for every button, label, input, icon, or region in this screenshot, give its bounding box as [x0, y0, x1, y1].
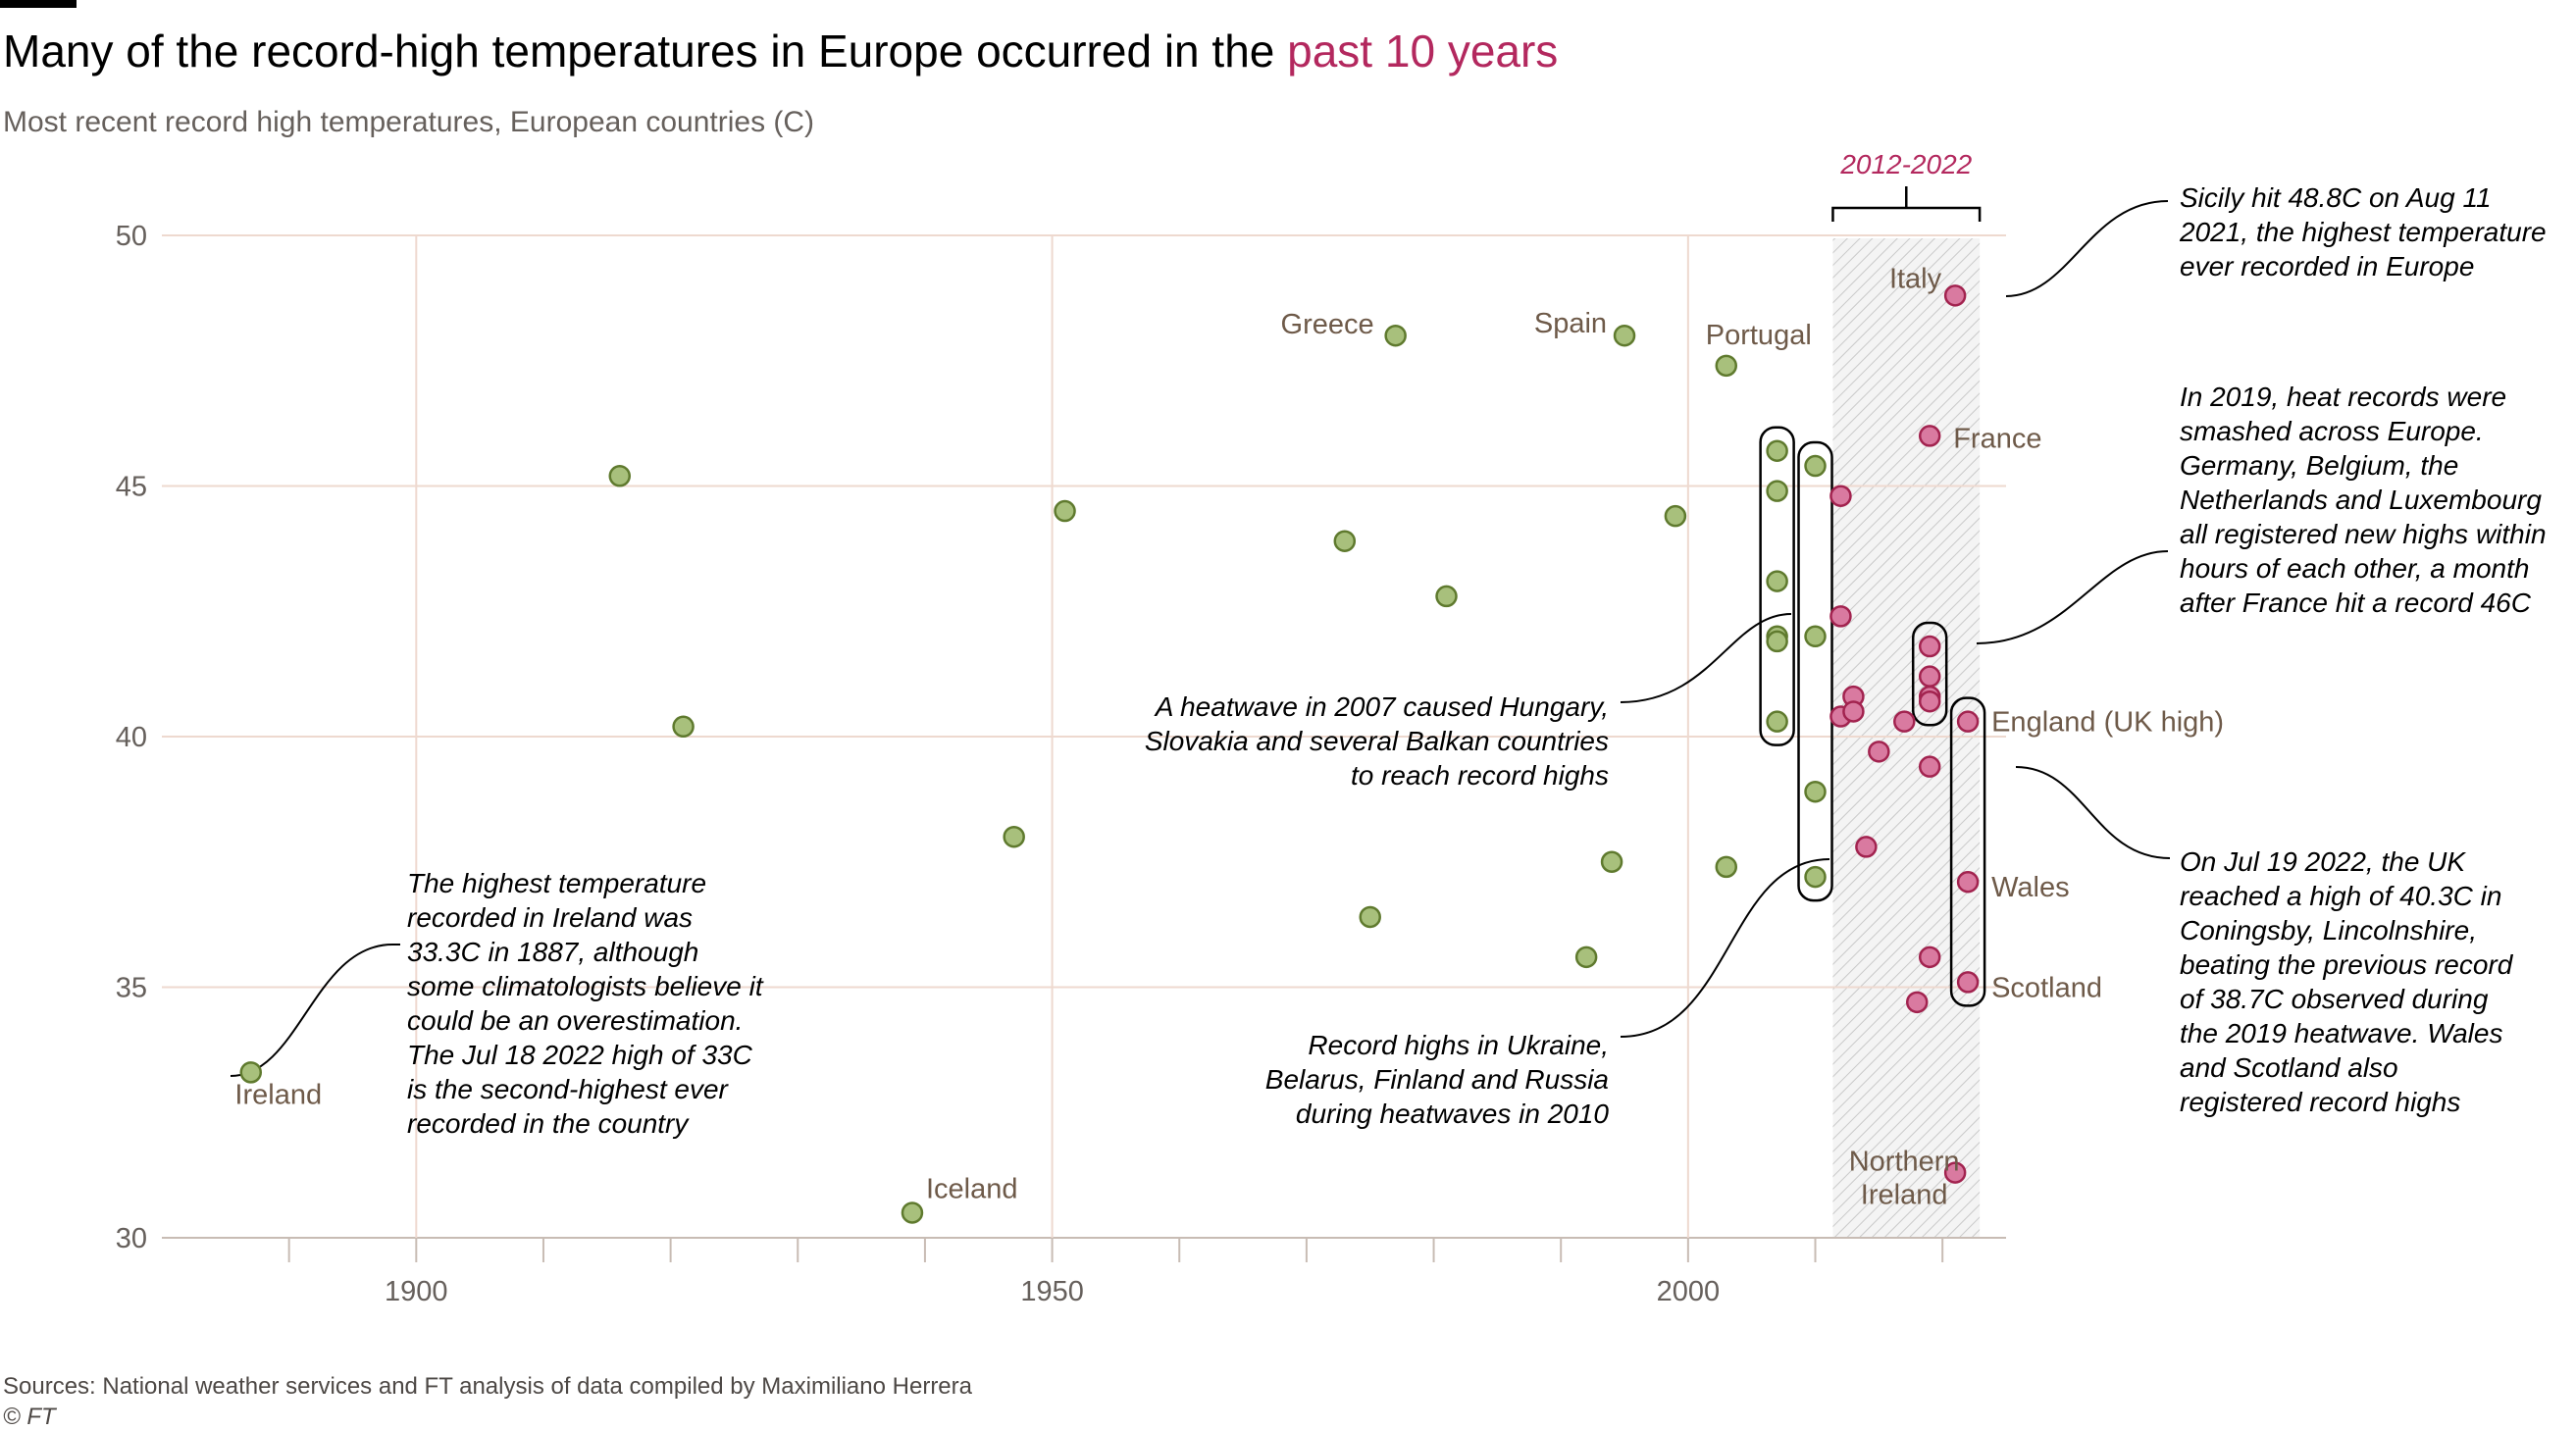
point-label-iceland: Iceland: [926, 1173, 1018, 1204]
data-point: [608, 465, 632, 487]
point-label-greece: Greece: [1281, 309, 1374, 340]
brand-bar: [0, 0, 77, 8]
data-point: [901, 1201, 924, 1224]
data-point: [239, 1061, 263, 1084]
data-point: [1804, 625, 1827, 648]
annotation-heat2019: In 2019, heat records were smashed across…: [2180, 382, 2547, 618]
leader-balkans: [1620, 613, 1792, 703]
data-point-recent: [1842, 700, 1865, 723]
highlight-band-fill: [1832, 238, 1981, 1238]
data-point: [1435, 585, 1458, 608]
data-point-recent: [1918, 425, 1941, 447]
bracket-2019: [1911, 621, 1948, 727]
sources-text: Sources: National weather services and F…: [3, 1373, 973, 1400]
data-point: [1613, 324, 1636, 347]
data-point-recent: [1868, 741, 1890, 763]
point-label-england-uk-high: England (UK high): [1991, 707, 2224, 739]
title-highlight: past 10 years: [1287, 26, 1558, 77]
axes: 30 35 40 45 50 1900 1950 2000: [116, 221, 1944, 1307]
point-label-ireland: Ireland: [234, 1079, 322, 1110]
annotation-uk2022: On Jul 19 2022, the UK reached a high of …: [2180, 846, 2514, 1117]
leader-ukraine: [1620, 858, 1830, 1038]
leader-2019: [1976, 550, 2169, 644]
highlight-bracket: [1831, 186, 1982, 222]
point-label-france: France: [1953, 423, 2041, 454]
data-points: [239, 284, 1980, 1224]
bracket-2022: [1949, 696, 1986, 1007]
point-label-spain: Spain: [1534, 308, 1607, 339]
bracket-2007: [1759, 426, 1795, 746]
data-point: [1804, 454, 1827, 478]
data-point-recent: [1905, 991, 1929, 1014]
x-tick-label: 1950: [1020, 1276, 1084, 1307]
annotation-ukraine: Record highs in Ukraine, Belarus, Finland…: [1265, 1030, 1610, 1129]
data-point: [1574, 945, 1598, 969]
data-point: [1766, 480, 1788, 502]
data-point-recent: [1855, 836, 1878, 858]
data-point: [1766, 630, 1788, 653]
data-point: [1359, 905, 1381, 929]
bracket-2010: [1797, 440, 1833, 902]
data-point-recent: [1829, 605, 1852, 628]
annotation-shapes: [230, 200, 2171, 1077]
highlight-band-label: 2012-2022: [1839, 149, 1972, 179]
x-tick-label: 2000: [1657, 1276, 1721, 1307]
data-point: [1600, 850, 1623, 873]
data-point: [1804, 780, 1827, 803]
data-point-recent: [1956, 870, 1980, 894]
data-point: [672, 715, 695, 739]
chart-subtitle: Most recent record high temperatures, Eu…: [3, 106, 814, 138]
annotation-balkans: A heatwave in 2007 caused Hungary, Slovak…: [1145, 691, 1609, 791]
data-point-recent: [1918, 665, 1941, 688]
data-point-recent: [1956, 710, 1980, 733]
point-label-scotland: Scotland: [1991, 972, 2102, 1003]
annotation-ireland: The highest temperature recorded in Irela…: [407, 868, 764, 1139]
data-point: [1384, 324, 1407, 347]
data-point: [1766, 710, 1788, 733]
leader-sicily: [2005, 200, 2169, 297]
data-point-recent: [1918, 635, 1941, 658]
data-point-recent: [1943, 1161, 1967, 1184]
data-point-recent: [1943, 284, 1967, 307]
data-point: [1003, 825, 1025, 848]
data-point-recent: [1918, 755, 1941, 778]
data-point: [1664, 504, 1687, 528]
data-point: [1715, 354, 1738, 378]
point-label-portugal: Portugal: [1706, 320, 1812, 351]
point-labels: Ireland Iceland Greece Spain Portugal France I…: [234, 263, 2224, 1210]
credit-text: © FT: [3, 1404, 58, 1430]
data-point-recent: [1893, 710, 1916, 733]
data-point: [1333, 530, 1357, 552]
y-tick-label: 35: [116, 973, 147, 1004]
data-point-recent: [1918, 945, 1941, 969]
data-point-recent: [1829, 485, 1852, 507]
data-point: [1804, 865, 1827, 889]
chart-title: Many of the record-high temperatures in …: [3, 26, 1558, 77]
annotation-sicily: Sicily hit 48.8C on Aug 11 2021, the high…: [2179, 182, 2547, 281]
data-point: [1054, 499, 1076, 523]
leader-ireland: [230, 944, 400, 1077]
point-label-italy: Italy: [1889, 263, 1942, 294]
point-label-wales: Wales: [1991, 872, 2070, 903]
data-point-recent: [1918, 690, 1941, 713]
data-point: [1766, 570, 1788, 592]
y-tick-label: 50: [116, 221, 147, 252]
data-point: [1715, 855, 1738, 879]
data-point-recent: [1956, 971, 1980, 994]
y-tick-label: 40: [116, 722, 147, 753]
gridlines: [162, 234, 2006, 1239]
point-label-northern-ireland: Northern Ireland: [1849, 1147, 1960, 1211]
annotations: The highest temperature recorded in Irela…: [407, 182, 2547, 1139]
data-point: [1766, 439, 1788, 462]
leader-uk2022: [2015, 766, 2171, 859]
y-tick-label: 45: [116, 472, 147, 503]
y-tick-label: 30: [116, 1223, 147, 1254]
highlight-band: 2012-2022: [1831, 149, 1982, 1238]
x-tick-label: 1900: [385, 1276, 448, 1307]
